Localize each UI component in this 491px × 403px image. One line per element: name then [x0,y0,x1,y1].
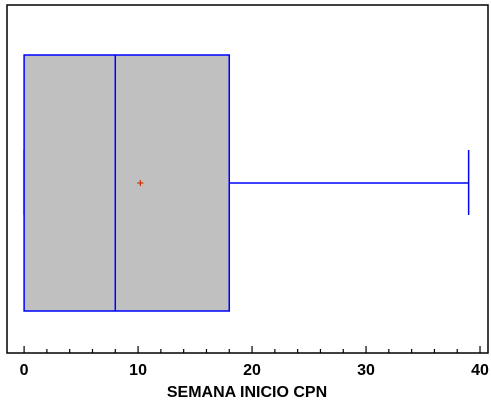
x-tick-label: 40 [471,362,489,379]
mean-marker [137,180,144,186]
x-tick-label: 30 [357,362,375,379]
x-axis-label: SEMANA INICIO CPN [167,384,327,401]
x-tick-label: 0 [20,362,29,379]
box-iqr [23,54,231,312]
x-axis-ticks: 0 10 20 30 40 [20,346,489,379]
x-tick-label: 20 [243,362,261,379]
x-tick-label: 10 [129,362,147,379]
boxplot-marks [23,54,470,312]
